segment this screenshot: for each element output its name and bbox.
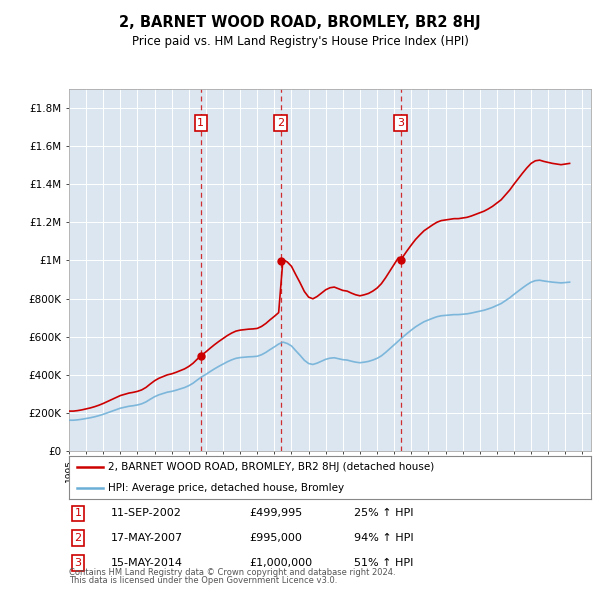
Text: 51% ↑ HPI: 51% ↑ HPI bbox=[354, 558, 413, 568]
Text: 94% ↑ HPI: 94% ↑ HPI bbox=[354, 533, 413, 543]
Text: HPI: Average price, detached house, Bromley: HPI: Average price, detached house, Brom… bbox=[108, 483, 344, 493]
Text: £995,000: £995,000 bbox=[249, 533, 302, 543]
Text: 1: 1 bbox=[197, 118, 204, 128]
Text: £1,000,000: £1,000,000 bbox=[249, 558, 312, 568]
Text: 1: 1 bbox=[74, 509, 82, 518]
Text: 2, BARNET WOOD ROAD, BROMLEY, BR2 8HJ: 2, BARNET WOOD ROAD, BROMLEY, BR2 8HJ bbox=[119, 15, 481, 30]
Text: Contains HM Land Registry data © Crown copyright and database right 2024.: Contains HM Land Registry data © Crown c… bbox=[69, 568, 395, 577]
Text: 3: 3 bbox=[397, 118, 404, 128]
Text: 11-SEP-2002: 11-SEP-2002 bbox=[111, 509, 182, 518]
Text: 15-MAY-2014: 15-MAY-2014 bbox=[111, 558, 183, 568]
Text: 2: 2 bbox=[277, 118, 284, 128]
Text: 25% ↑ HPI: 25% ↑ HPI bbox=[354, 509, 413, 518]
Text: 2, BARNET WOOD ROAD, BROMLEY, BR2 8HJ (detached house): 2, BARNET WOOD ROAD, BROMLEY, BR2 8HJ (d… bbox=[108, 462, 434, 471]
Text: Price paid vs. HM Land Registry's House Price Index (HPI): Price paid vs. HM Land Registry's House … bbox=[131, 35, 469, 48]
Text: This data is licensed under the Open Government Licence v3.0.: This data is licensed under the Open Gov… bbox=[69, 576, 337, 585]
Text: 17-MAY-2007: 17-MAY-2007 bbox=[111, 533, 183, 543]
Text: £499,995: £499,995 bbox=[249, 509, 302, 518]
Text: 2: 2 bbox=[74, 533, 82, 543]
Text: 3: 3 bbox=[74, 558, 82, 568]
